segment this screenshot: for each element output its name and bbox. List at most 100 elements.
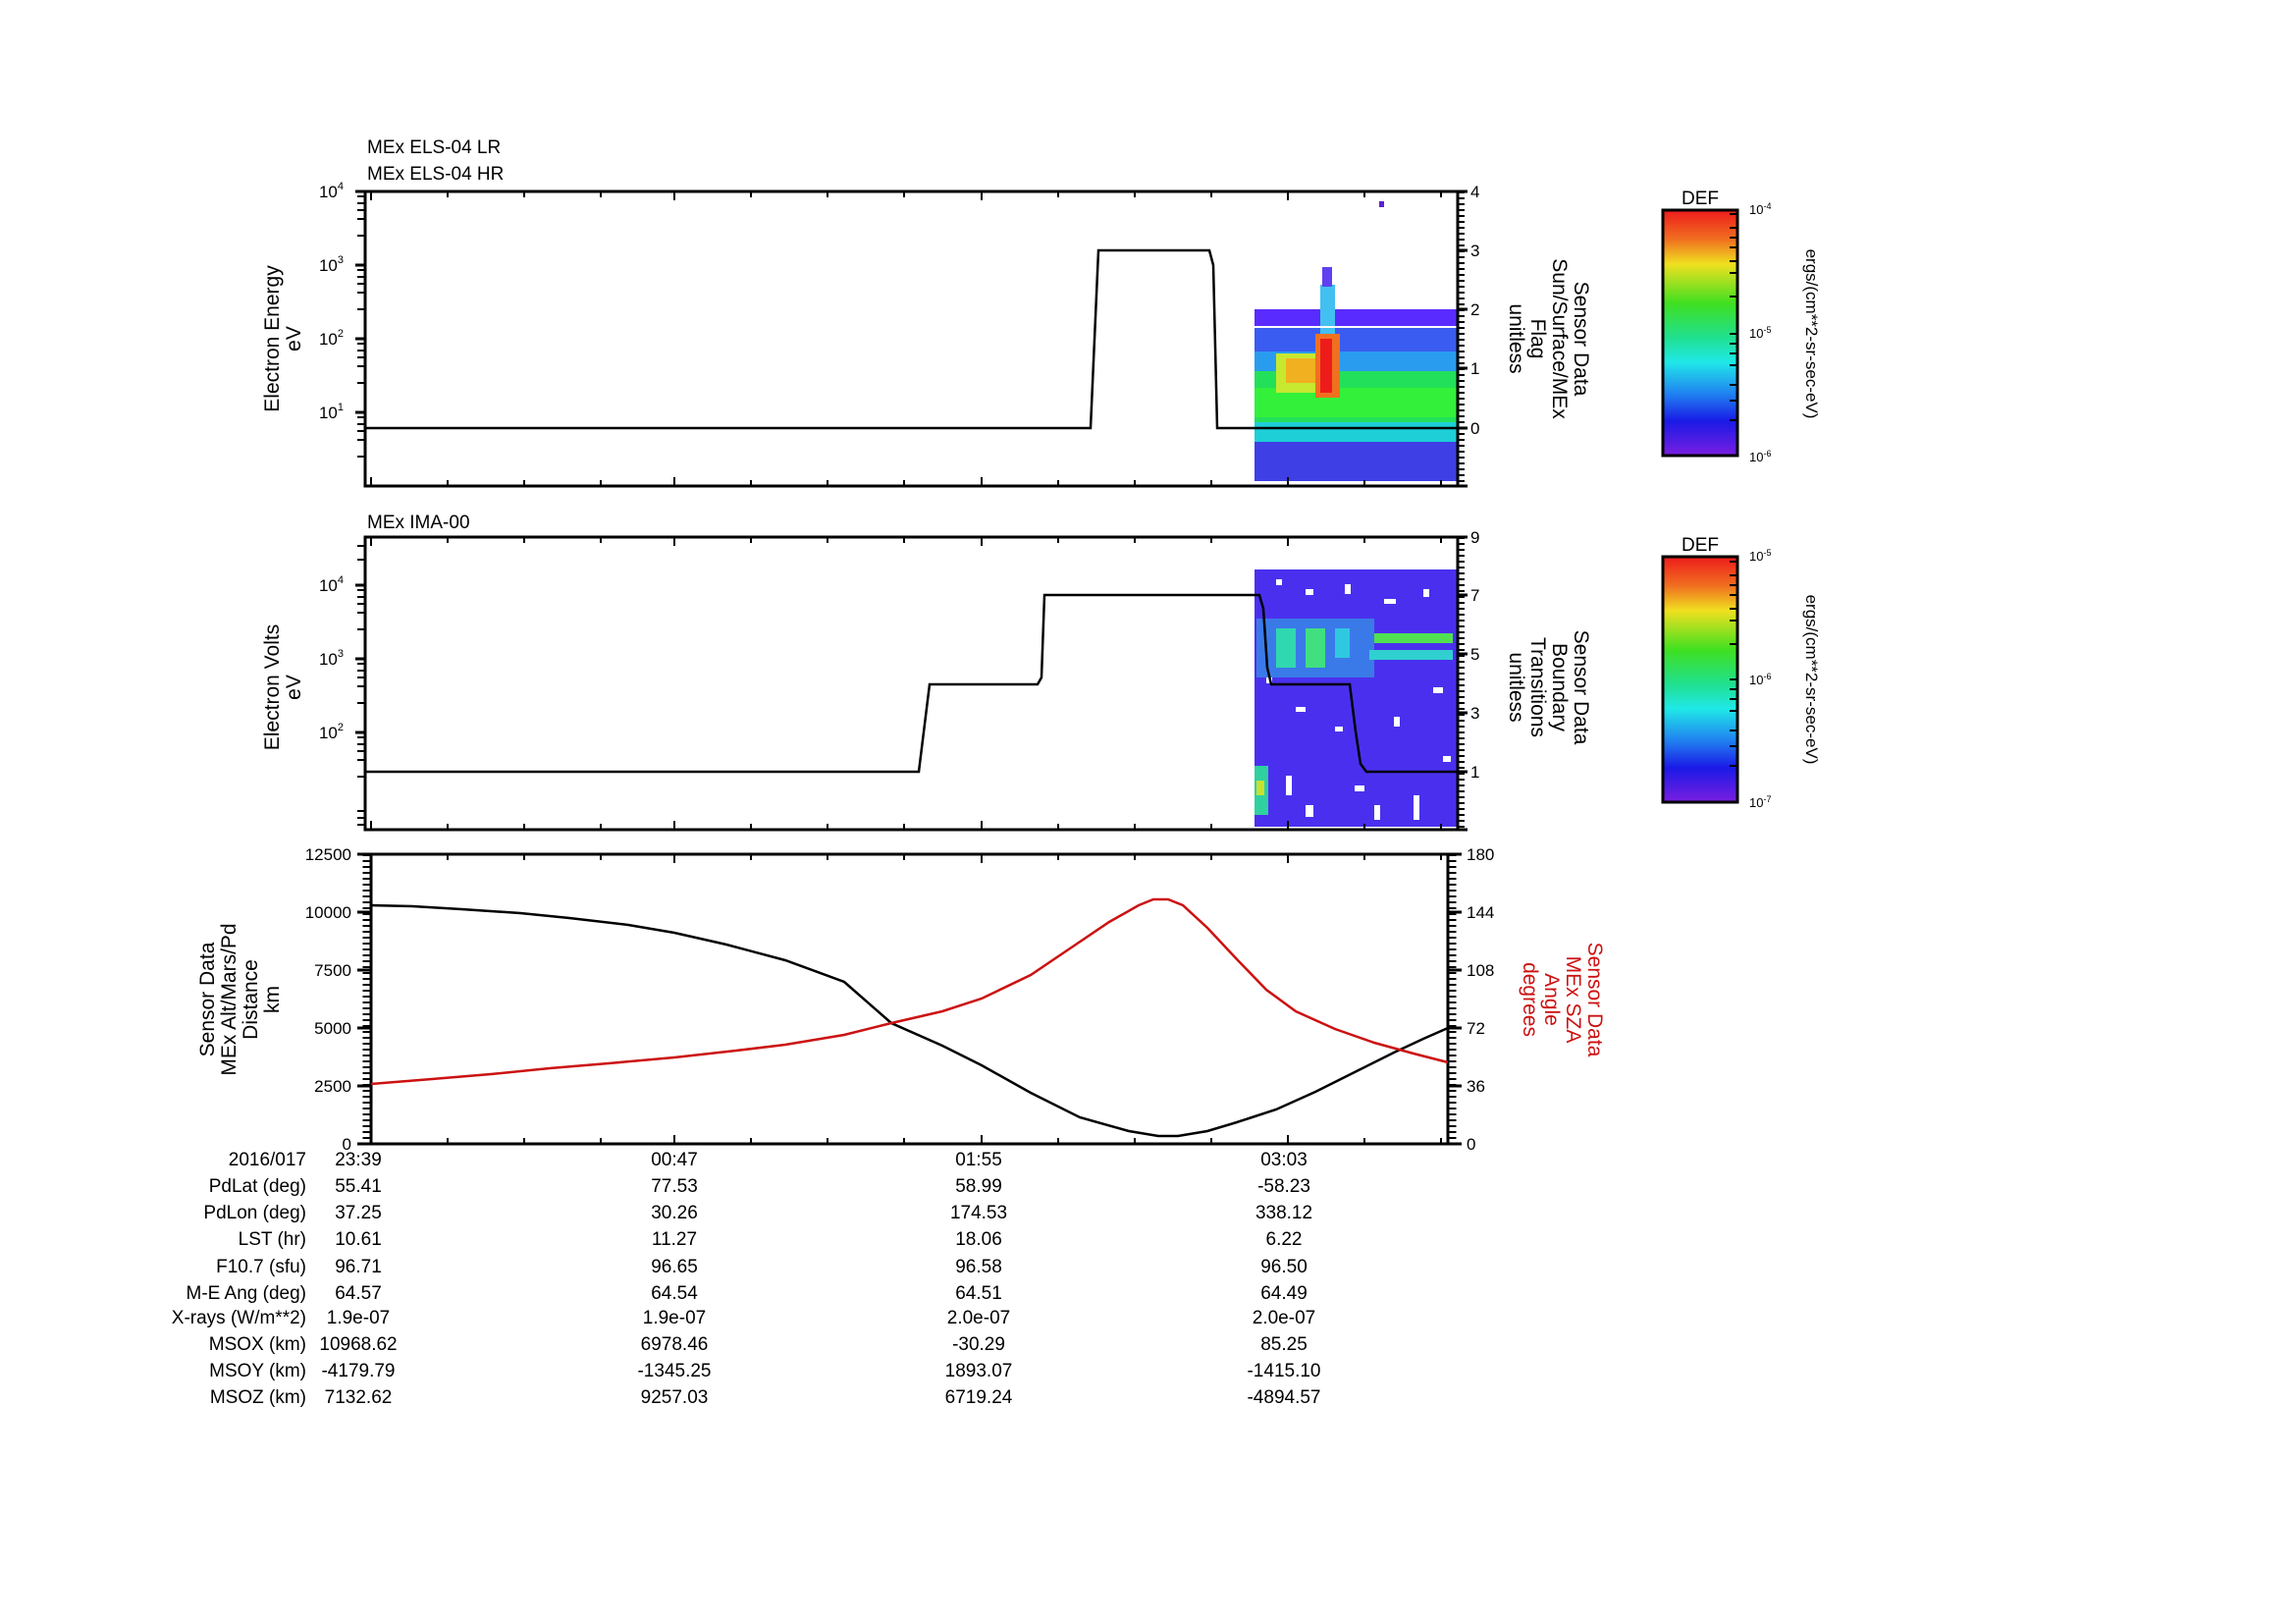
cell: 96.65	[651, 1257, 698, 1277]
top-rtick-1: 1	[1470, 359, 1479, 378]
bottom-ytick-2500: 2500	[314, 1077, 351, 1096]
cell: 1.9e-07	[326, 1308, 391, 1328]
middle-ylabel: Electron Volts	[261, 624, 284, 750]
cell: 18.06	[955, 1229, 1002, 1250]
middle-cb-tick-min: 10-7	[1749, 794, 1771, 810]
cell: 1.9e-07	[642, 1308, 707, 1328]
cell: 64.49	[1260, 1283, 1308, 1304]
middle-ytick-1e3: 103	[319, 648, 344, 669]
cell: 01:55	[955, 1150, 1002, 1170]
top-colorbar	[1661, 208, 1739, 458]
middle-rtick-3: 3	[1470, 704, 1479, 723]
bottom-rtick-72: 72	[1467, 1019, 1485, 1038]
top-spectrogram	[1255, 201, 1458, 481]
top-cb-tick-max: 10-4	[1749, 201, 1771, 217]
middle-ylabel-unit: eV	[283, 675, 305, 700]
cell: 6.22	[1265, 1229, 1303, 1250]
top-rlabel-3: Flag	[1526, 319, 1549, 359]
bottom-ytick-5000: 5000	[314, 1019, 351, 1038]
sza-line	[370, 897, 1449, 1086]
bottom-rtick-180: 180	[1467, 845, 1494, 864]
cell: -58.23	[1257, 1176, 1310, 1197]
cell: 9257.03	[640, 1387, 709, 1408]
middle-rtick-9: 9	[1470, 528, 1479, 547]
cell: -1345.25	[637, 1361, 712, 1381]
cell: 6719.24	[944, 1387, 1013, 1408]
cell: 30.26	[651, 1203, 698, 1223]
cell: 85.25	[1260, 1334, 1308, 1355]
middle-spectrogram	[1255, 569, 1458, 827]
bottom-ylabel-4: km	[261, 986, 284, 1013]
top-rtick-2: 2	[1470, 300, 1479, 319]
top-ytick-1e1: 101	[319, 402, 344, 422]
cell: -4179.79	[321, 1361, 396, 1381]
bottom-rtick-36: 36	[1467, 1077, 1485, 1096]
middle-panel-title: MEx IMA-00	[367, 513, 470, 533]
row-label-xrays: X-rays (W/m**2)	[171, 1308, 306, 1328]
middle-ytick-1e2: 102	[319, 722, 344, 742]
top-rtick-4: 4	[1470, 183, 1479, 201]
cell: 174.53	[949, 1203, 1008, 1223]
top-panel-title-1: MEx ELS-04 LR	[367, 137, 502, 158]
bottom-ytick-7500: 7500	[314, 961, 351, 980]
middle-rtick-7: 7	[1470, 586, 1479, 605]
row-label-msoy: MSOY (km)	[209, 1361, 306, 1381]
top-ytick-1e3: 103	[319, 254, 344, 275]
cell: 11.27	[651, 1229, 698, 1250]
bottom-rtick-144: 144	[1467, 903, 1494, 922]
cell: 96.71	[335, 1257, 382, 1277]
cell: 37.25	[335, 1203, 382, 1223]
cell: 23:39	[335, 1150, 382, 1170]
cell: 6978.46	[640, 1334, 709, 1355]
middle-ytick-1e4: 104	[319, 574, 344, 595]
middle-cb-tick-mid: 10-6	[1749, 672, 1771, 687]
cell: 7132.62	[324, 1387, 393, 1408]
cell: 64.57	[335, 1283, 382, 1304]
row-label-lst: LST (hr)	[238, 1229, 306, 1250]
top-flag-line	[365, 248, 1458, 430]
row-label-pdlat: PdLat (deg)	[208, 1176, 306, 1197]
cell: 10.61	[335, 1229, 382, 1250]
row-label-msoz: MSOZ (km)	[209, 1387, 306, 1408]
middle-rlabel-3: Transitions	[1526, 637, 1549, 737]
cell: 03:03	[1260, 1150, 1308, 1170]
cell: 55.41	[335, 1176, 382, 1197]
cell: 96.58	[955, 1257, 1002, 1277]
middle-rtick-1: 1	[1470, 763, 1479, 782]
bottom-ytick-10000: 10000	[305, 903, 351, 922]
bottom-ytick-12500: 12500	[305, 845, 351, 864]
middle-rlabel-1: Sensor Data	[1570, 630, 1592, 745]
cell: 338.12	[1255, 1203, 1313, 1223]
top-colorbar-title: DEF	[1682, 189, 1719, 209]
top-colorbar-units: ergs/(cm**2-sr-sec-eV)	[1802, 249, 1821, 419]
top-ylabel: Electron Energy	[261, 265, 284, 412]
row-label-msox: MSOX (km)	[208, 1334, 306, 1355]
bottom-rlabel-2: MEx SZA	[1562, 956, 1584, 1044]
cell: 2.0e-07	[1252, 1308, 1316, 1328]
cell: 58.99	[955, 1176, 1002, 1197]
altitude-line	[370, 903, 1449, 1138]
top-cb-tick-min: 10-6	[1749, 449, 1771, 464]
top-rlabel-2: Sun/Surface/MEx	[1548, 258, 1571, 419]
bottom-ytick-0: 0	[343, 1135, 351, 1154]
row-label-f107: F10.7 (sfu)	[216, 1257, 306, 1277]
cell: 10968.62	[319, 1334, 398, 1355]
bottom-rtick-0: 0	[1467, 1135, 1475, 1154]
bottom-rtick-108: 108	[1467, 961, 1494, 980]
middle-rlabel-4: unitless	[1505, 652, 1527, 722]
cell: 00:47	[651, 1150, 698, 1170]
middle-colorbar	[1661, 555, 1739, 804]
middle-rlabel-2: Boundary	[1548, 643, 1571, 731]
bottom-ylabel-2: MEx Alt/Mars/Pd	[218, 923, 240, 1075]
bottom-rlabel-1: Sensor Data	[1583, 943, 1606, 1057]
cell: -1415.10	[1247, 1361, 1321, 1381]
middle-colorbar-title: DEF	[1682, 535, 1719, 556]
bottom-ylabel-1: Sensor Data	[196, 942, 219, 1056]
middle-rtick-5: 5	[1470, 645, 1479, 664]
cell: 2.0e-07	[946, 1308, 1011, 1328]
row-label-me-ang: M-E Ang (deg)	[186, 1283, 307, 1304]
cell: 64.54	[651, 1283, 698, 1304]
middle-boundary-line	[365, 593, 1458, 774]
cell: -4894.57	[1247, 1387, 1321, 1408]
